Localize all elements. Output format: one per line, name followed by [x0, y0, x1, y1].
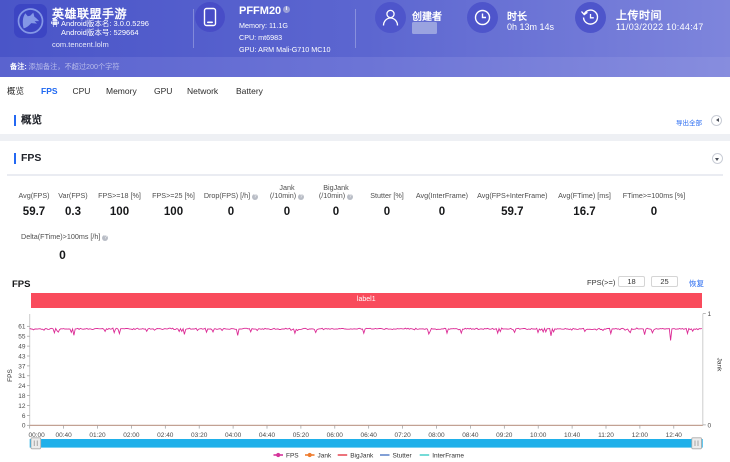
svg-text:18: 18 [18, 393, 26, 400]
svg-text:07:20: 07:20 [394, 432, 411, 439]
svg-text:12:00: 12:00 [632, 432, 649, 439]
svg-text:00:00: 00:00 [29, 432, 46, 439]
svg-text:06:40: 06:40 [361, 432, 378, 439]
svg-text:0: 0 [708, 422, 712, 429]
svg-text:04:00: 04:00 [225, 432, 242, 439]
svg-text:55: 55 [18, 334, 26, 341]
svg-text:10:00: 10:00 [530, 432, 547, 439]
svg-text:03:20: 03:20 [191, 432, 208, 439]
svg-text:49: 49 [18, 344, 26, 351]
svg-text:02:00: 02:00 [123, 432, 140, 439]
svg-text:1: 1 [708, 311, 712, 318]
svg-text:08:00: 08:00 [428, 432, 445, 439]
svg-text:02:40: 02:40 [157, 432, 174, 439]
svg-text:12: 12 [18, 403, 26, 410]
svg-text:31: 31 [18, 373, 26, 380]
svg-text:09:20: 09:20 [496, 432, 513, 439]
svg-text:61: 61 [18, 324, 26, 331]
svg-text:00:40: 00:40 [55, 432, 72, 439]
svg-text:12:40: 12:40 [666, 432, 683, 439]
svg-text:FPS: FPS [7, 369, 14, 382]
svg-text:BigJank: BigJank [350, 452, 374, 459]
svg-text:FPS: FPS [286, 452, 299, 459]
svg-text:06:00: 06:00 [327, 432, 344, 439]
svg-text:37: 37 [18, 363, 26, 370]
svg-text:11:20: 11:20 [598, 432, 614, 439]
svg-text:InterFrame: InterFrame [432, 452, 464, 459]
svg-text:0: 0 [22, 423, 26, 430]
svg-text:Stutter: Stutter [393, 452, 413, 459]
svg-text:01:20: 01:20 [89, 432, 106, 439]
svg-text:08:40: 08:40 [462, 432, 479, 439]
svg-text:Jank: Jank [716, 358, 723, 372]
svg-text:04:40: 04:40 [259, 432, 276, 439]
svg-text:10:40: 10:40 [564, 432, 581, 439]
svg-text:24: 24 [18, 383, 26, 390]
svg-text:Jank: Jank [318, 452, 332, 459]
svg-text:43: 43 [18, 353, 26, 360]
svg-text:05:20: 05:20 [293, 432, 310, 439]
svg-text:6: 6 [22, 413, 26, 420]
